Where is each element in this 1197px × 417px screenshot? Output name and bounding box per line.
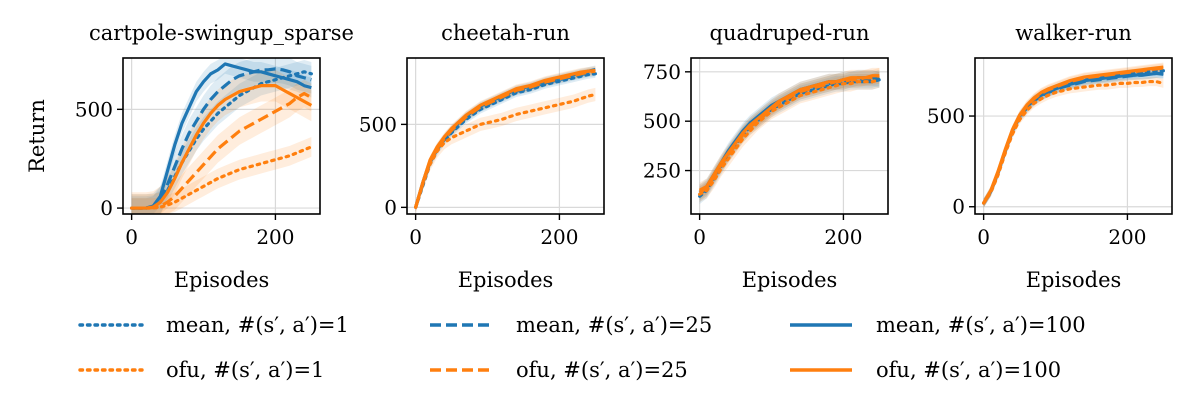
x-axis-label: Episodes <box>174 268 270 292</box>
series-line-3-3 <box>982 79 1165 205</box>
x-tick-label: 200 <box>1108 225 1146 249</box>
panel-title: walker-run <box>1015 21 1132 45</box>
legend-item: mean, #(s′, a′)=1 <box>78 313 349 337</box>
legend-item: mean, #(s′, a′)=100 <box>790 313 1086 337</box>
x-tick-label: 0 <box>409 225 422 249</box>
legend-item: ofu, #(s′, a′)=1 <box>78 358 324 382</box>
y-tick-label: 500 <box>75 97 113 121</box>
axes-frame <box>122 57 321 215</box>
legend-label: mean, #(s′, a′)=100 <box>876 313 1086 337</box>
x-axis-label: Episodes <box>458 268 554 292</box>
legend-item: mean, #(s′, a′)=25 <box>430 313 712 337</box>
x-tick-label: 200 <box>256 225 294 249</box>
panel-2: 0 200 250 500 750 quadruped-run Episodes <box>643 21 889 292</box>
series-line-0-2 <box>131 62 312 210</box>
y-tick-label: 0 <box>100 196 113 220</box>
panel-title: cartpole-swingup_sparse <box>89 21 354 45</box>
series-line-2-3 <box>698 78 881 196</box>
band-0-2 <box>131 58 312 214</box>
legend-label: mean, #(s′, a′)=1 <box>166 313 349 337</box>
legend: mean, #(s′, a′)=1 mean, #(s′, a′)=25 mean,… <box>78 313 1086 382</box>
y-tick-label: 500 <box>643 109 681 133</box>
series-line-0-3 <box>130 145 313 210</box>
series-line-2-5 <box>698 74 880 192</box>
series-line-3-5 <box>982 65 1164 204</box>
x-tick-label: 0 <box>693 225 706 249</box>
legend-label: ofu, #(s′, a′)=1 <box>166 358 324 382</box>
axes-frame <box>690 57 889 215</box>
series-line-0-4 <box>131 91 313 210</box>
panel-3: 0 200 0 500 walker-run Episodes <box>927 21 1173 292</box>
x-tick-label: 0 <box>977 225 990 249</box>
panel-1: 0 200 0 500 cheetah-run Episodes <box>359 21 605 292</box>
series-line-0-1 <box>131 67 312 210</box>
y-axis-label: Return <box>25 99 49 173</box>
legend-label: mean, #(s′, a′)=25 <box>516 313 712 337</box>
y-tick-label: 0 <box>384 195 397 219</box>
y-tick-label: 250 <box>643 159 681 183</box>
band-1-3 <box>415 87 596 214</box>
x-tick-label: 0 <box>125 225 138 249</box>
y-tick-label: 750 <box>643 60 681 84</box>
legend-label: ofu, #(s′, a′)=100 <box>876 358 1061 382</box>
axes-frame <box>974 57 1173 215</box>
y-tick-label: 500 <box>927 104 965 128</box>
panel-0: 0 200 0 500 cartpole-swingup_sparse Episodes R… <box>25 21 354 292</box>
x-tick-label: 200 <box>824 225 862 249</box>
axes-frame <box>406 57 605 215</box>
legend-item: ofu, #(s′, a′)=25 <box>430 358 688 382</box>
y-tick-label: 500 <box>359 112 397 136</box>
y-tick-label: 0 <box>952 195 965 219</box>
series-line-1-3 <box>414 92 597 209</box>
x-axis-label: Episodes <box>742 268 838 292</box>
series-line-1-5 <box>414 68 596 208</box>
series-line-0-5 <box>131 84 313 210</box>
x-tick-label: 200 <box>540 225 578 249</box>
panel-title: cheetah-run <box>441 21 570 45</box>
panel-title: quadruped-run <box>710 21 870 45</box>
legend-item: ofu, #(s′, a′)=100 <box>790 358 1061 382</box>
x-axis-label: Episodes <box>1026 268 1122 292</box>
legend-label: ofu, #(s′, a′)=25 <box>516 358 688 382</box>
